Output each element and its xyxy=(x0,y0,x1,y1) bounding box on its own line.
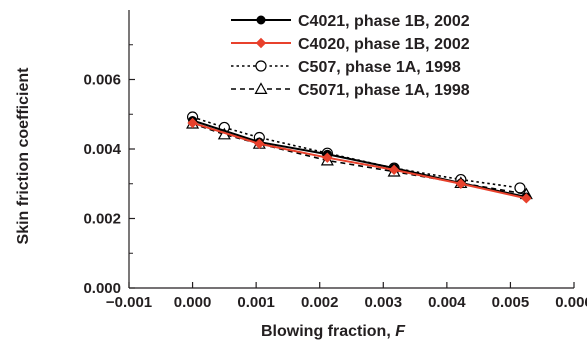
series-line xyxy=(192,122,527,195)
legend: C4021, phase 1B, 2002 C4020, phase 1B, 20… xyxy=(231,13,470,99)
x-tick-label: 0.006 xyxy=(555,294,587,311)
data-point xyxy=(521,193,532,204)
legend-label: C507, phase 1A, 1998 xyxy=(298,59,461,76)
legend-marker xyxy=(256,15,266,25)
series-2 xyxy=(186,111,526,194)
x-tick-label: 0.004 xyxy=(428,294,466,311)
legend-item-0: C4021, phase 1B, 2002 xyxy=(231,13,470,30)
series-line xyxy=(192,121,527,200)
legend-label: C5071, phase 1A, 1998 xyxy=(298,82,470,99)
data-point xyxy=(322,152,333,163)
legend-marker xyxy=(254,82,268,95)
y-axis-title: Skin friction coefficient xyxy=(15,67,32,245)
y-tick-label: 0.000 xyxy=(83,280,121,297)
x-tick-label: 0.005 xyxy=(492,294,530,311)
data-point xyxy=(455,178,467,189)
y-tick-label: 0.004 xyxy=(83,141,121,158)
legend-label: C4020, phase 1B, 2002 xyxy=(298,36,470,53)
x-axis-title: Blowing fraction, F xyxy=(261,323,406,340)
legend-marker xyxy=(255,37,267,49)
x-tick-label: 0.001 xyxy=(237,294,275,311)
data-point xyxy=(254,138,265,149)
legend-item-2: C507, phase 1A, 1998 xyxy=(231,59,461,76)
data-point xyxy=(388,164,400,176)
data-point xyxy=(514,182,526,194)
data-point xyxy=(187,117,198,129)
series-line xyxy=(192,119,527,198)
series-layer xyxy=(186,111,533,204)
legend-item-3: C5071, phase 1A, 1998 xyxy=(231,82,470,99)
x-tick-label: −0.001 xyxy=(106,294,152,311)
x-tick-label: 0.002 xyxy=(301,294,339,311)
y-tick-label: 0.006 xyxy=(83,72,121,89)
x-tick-label: 0.000 xyxy=(174,294,212,311)
legend-item-1: C4020, phase 1B, 2002 xyxy=(231,36,470,53)
series-1 xyxy=(187,117,532,204)
x-tick-label: 0.003 xyxy=(365,294,403,311)
legend-label: C4021, phase 1B, 2002 xyxy=(298,13,470,30)
y-tick-label: 0.002 xyxy=(83,211,121,228)
legend-marker xyxy=(255,60,267,72)
series-line xyxy=(192,116,521,189)
